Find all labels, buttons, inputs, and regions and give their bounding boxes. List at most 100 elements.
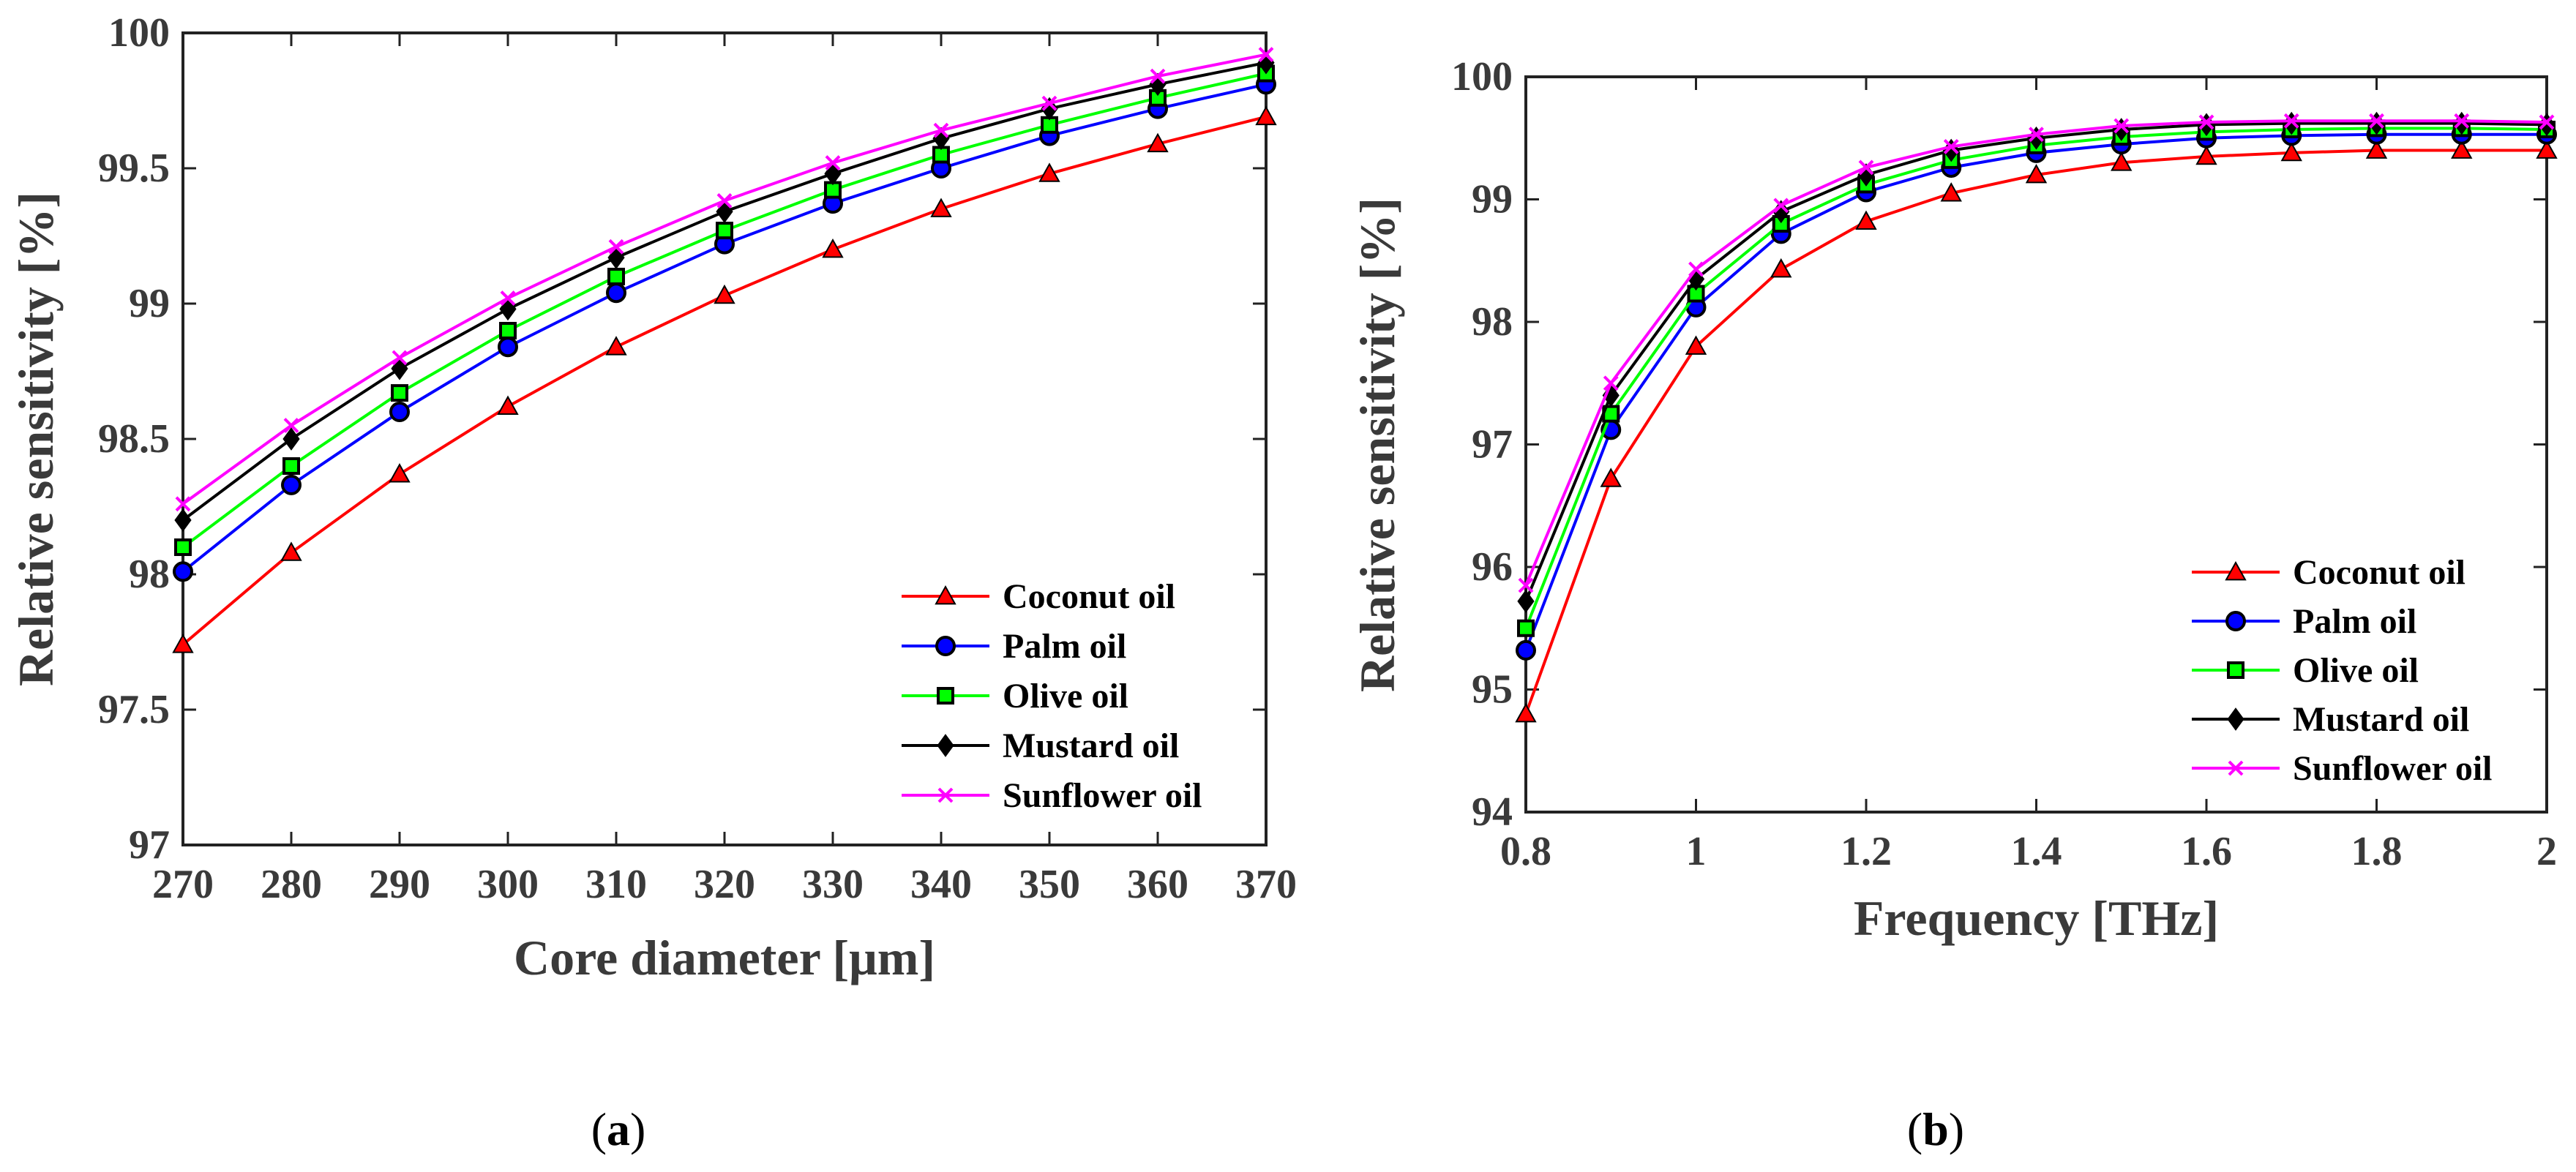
legend-marker xyxy=(2228,760,2244,776)
data-point xyxy=(1600,467,1622,487)
data-point xyxy=(714,284,735,304)
data-point xyxy=(605,336,627,356)
series-coconut-oil xyxy=(1515,139,2558,723)
data-point xyxy=(1518,577,1534,593)
data-point xyxy=(497,395,519,415)
plot-area xyxy=(181,31,1268,846)
x-tick-label: 290 xyxy=(369,862,430,907)
legend-label: Palm oil xyxy=(2293,602,2416,641)
data-point xyxy=(1517,590,1535,613)
legend-label: Coconut oil xyxy=(2293,553,2465,592)
x-tick-label: 340 xyxy=(910,862,972,907)
x-tick-label: 2 xyxy=(2536,829,2557,874)
legend-label: Sunflower oil xyxy=(2293,749,2492,788)
data-point xyxy=(2195,145,2217,165)
data-point xyxy=(1258,47,1274,63)
data-point xyxy=(2198,114,2214,130)
data-point xyxy=(1770,258,1792,278)
caption-b: (b) xyxy=(1907,1103,1964,1155)
legend-label: Olive oil xyxy=(1003,677,1128,715)
data-point xyxy=(1773,198,1789,214)
series-sunflower-oil xyxy=(175,47,1274,512)
x-tick-label: 1.6 xyxy=(2181,829,2232,874)
data-point xyxy=(1038,162,1060,182)
y-tick-label: 100 xyxy=(1451,54,1513,99)
y-tick-label: 98.5 xyxy=(98,416,170,462)
legend-label: Olive oil xyxy=(2293,651,2419,690)
data-point xyxy=(1041,95,1057,111)
y-tick-label: 98 xyxy=(1472,299,1513,345)
series-sunflower-oil xyxy=(1518,113,2555,593)
x-tick-label: 320 xyxy=(694,862,755,907)
y-tick-label: 98 xyxy=(129,552,170,597)
legend-marker xyxy=(937,734,954,757)
data-point xyxy=(930,198,952,217)
data-point xyxy=(282,457,300,475)
x-tick-label: 330 xyxy=(802,862,864,907)
data-point xyxy=(2539,114,2555,130)
data-point xyxy=(2536,139,2558,159)
caption-b-letter: b xyxy=(1922,1103,1949,1155)
data-point xyxy=(2454,113,2470,129)
y-tick-label: 100 xyxy=(108,10,170,56)
legend-marker xyxy=(2225,611,2246,631)
legend-marker xyxy=(935,585,956,605)
legend-label: Palm oil xyxy=(1003,627,1126,666)
caption-a: (a) xyxy=(591,1103,646,1155)
y-tick-label: 99 xyxy=(1472,177,1513,222)
data-point xyxy=(2025,163,2048,184)
series-mustard-oil xyxy=(1517,111,2556,613)
data-point xyxy=(389,402,410,422)
data-point xyxy=(1855,210,1877,230)
series-line xyxy=(181,115,1267,646)
data-point xyxy=(1150,68,1166,84)
data-point xyxy=(2280,141,2302,162)
y-tick-label: 97 xyxy=(1472,422,1513,467)
data-point xyxy=(933,122,949,138)
x-tick-label: 370 xyxy=(1235,862,1297,907)
data-point xyxy=(172,634,194,653)
legend: Coconut oil Palm oil Olive oil Mustard oil S… xyxy=(2192,553,2492,788)
legend: Coconut oil Palm oil Olive oil Mustard oil S… xyxy=(902,577,1202,815)
x-tick-label: 1.2 xyxy=(1841,829,1892,874)
series-palm-oil xyxy=(173,74,1276,582)
x-tick-label: 350 xyxy=(1019,862,1080,907)
data-point xyxy=(173,561,193,582)
x-tick-label: 280 xyxy=(261,862,322,907)
x-tick-label: 1.8 xyxy=(2351,829,2403,874)
data-point xyxy=(498,337,518,358)
data-point xyxy=(1255,105,1277,126)
x-tick-label: 270 xyxy=(152,862,214,907)
series-line xyxy=(1524,119,2547,586)
x-axis-label: Core diameter [μm] xyxy=(514,930,935,985)
data-point xyxy=(1858,159,1874,176)
y-tick-label: 95 xyxy=(1472,667,1513,713)
data-point xyxy=(2451,139,2473,159)
data-point xyxy=(822,238,844,258)
data-point xyxy=(174,538,192,556)
data-point xyxy=(825,155,841,171)
data-point xyxy=(2111,151,2133,171)
legend-marker xyxy=(937,687,954,705)
caption-a-letter: a xyxy=(607,1103,630,1155)
legend-label: Coconut oil xyxy=(1003,577,1175,616)
x-tick-label: 300 xyxy=(477,862,539,907)
chart-a: 97 97.5 98 98.5 99 99.5 100 270 280 290 300 310 320 3… xyxy=(8,10,1297,985)
y-axis-label: Relative sensitivity [%] xyxy=(1349,198,1405,692)
legend-marker xyxy=(935,636,956,656)
data-point xyxy=(282,427,300,451)
series-olive-oil xyxy=(174,64,1275,556)
data-point xyxy=(607,268,625,285)
data-point xyxy=(1943,139,1959,154)
data-point xyxy=(389,463,411,483)
x-tick-label: 1 xyxy=(1686,829,1707,874)
data-point xyxy=(716,192,733,209)
x-tick-label: 360 xyxy=(1127,862,1188,907)
data-point xyxy=(283,418,299,433)
chart-b: 94 95 96 97 98 99 100 0.8 1 1.2 1.4 1.6 1.8 2 Frequenc… xyxy=(1349,54,2558,946)
series-coconut-oil xyxy=(172,105,1277,653)
data-point xyxy=(2369,113,2384,129)
data-point xyxy=(1603,375,1619,391)
y-tick-label: 99.5 xyxy=(98,146,170,191)
